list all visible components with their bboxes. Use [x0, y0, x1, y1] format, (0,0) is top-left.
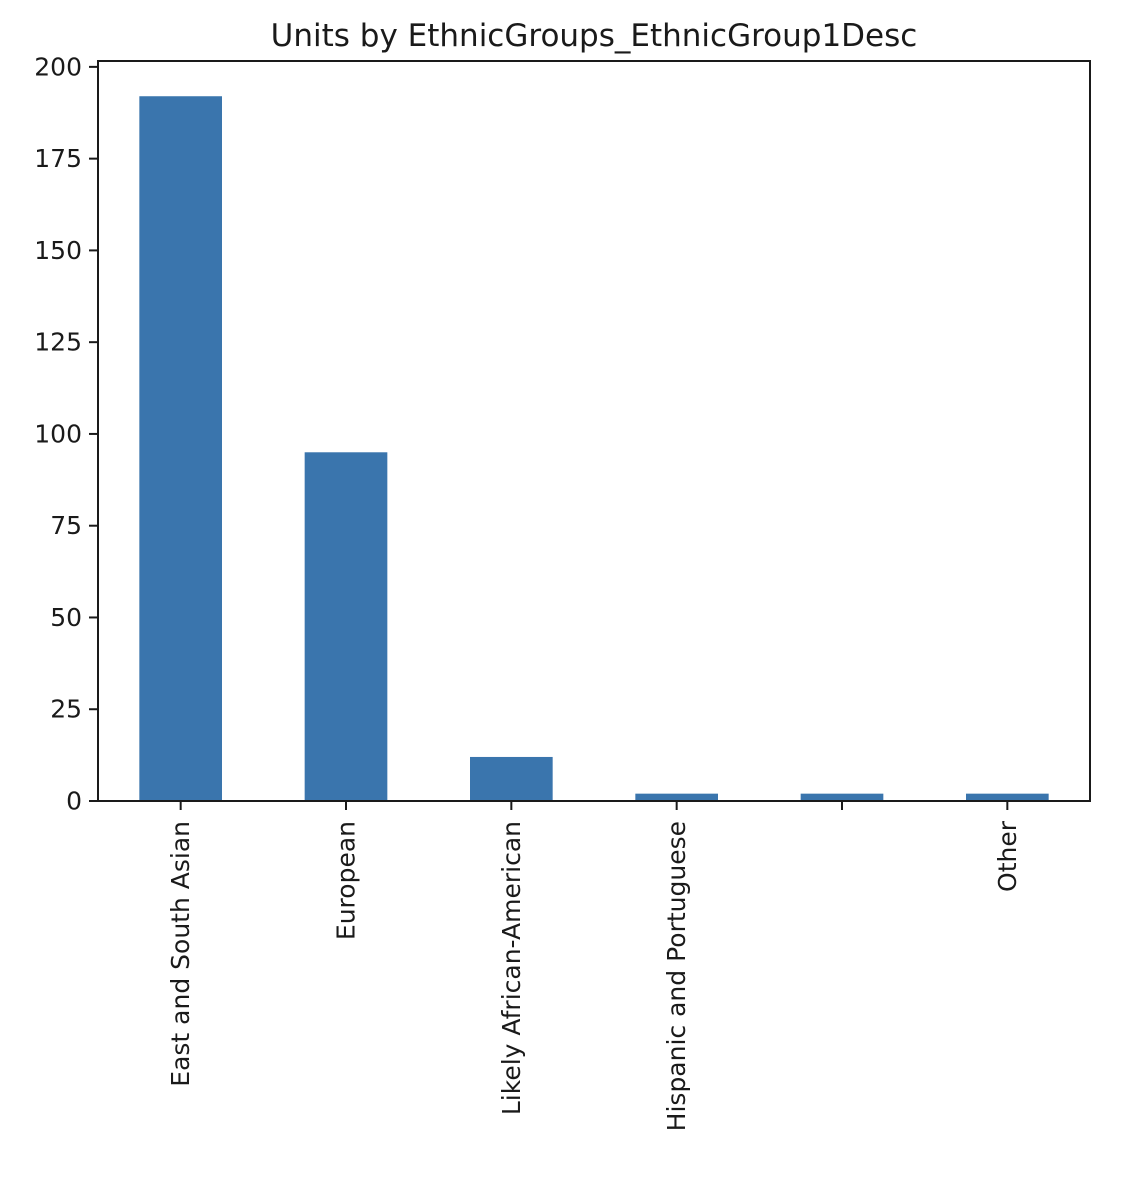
y-tick-label: 0: [66, 787, 82, 816]
bar: [470, 756, 553, 801]
bar: [966, 793, 1049, 801]
x-tick-label: Other: [993, 820, 1022, 892]
y-axis: 0 25 50 75 100 125 150 175 200: [34, 52, 98, 816]
x-tick-label: Likely African-American: [497, 821, 526, 1115]
y-tick-label: 50: [50, 603, 82, 632]
bar: [635, 793, 718, 801]
x-tick-label: European: [332, 821, 361, 940]
y-tick-label: 175: [34, 144, 82, 173]
y-tick-label: 75: [50, 511, 82, 540]
bar: [800, 793, 884, 801]
bars-group: [139, 96, 1049, 801]
y-tick-label: 200: [34, 52, 82, 81]
plot-frame: [97, 60, 1091, 802]
x-tick-label: East and South Asian: [166, 821, 195, 1087]
bar: [304, 452, 388, 801]
chart-title: Units by EthnicGroups_EthnicGroup1Desc: [271, 18, 918, 54]
y-tick-label: 100: [34, 419, 82, 448]
x-axis: East and South Asian European Likely Afric…: [166, 801, 1022, 1131]
y-tick-label: 125: [34, 328, 82, 357]
bar: [139, 96, 222, 801]
y-tick-label: 25: [50, 695, 82, 724]
y-tick-label: 150: [34, 236, 82, 265]
x-tick-label: Hispanic and Portuguese: [662, 821, 691, 1131]
